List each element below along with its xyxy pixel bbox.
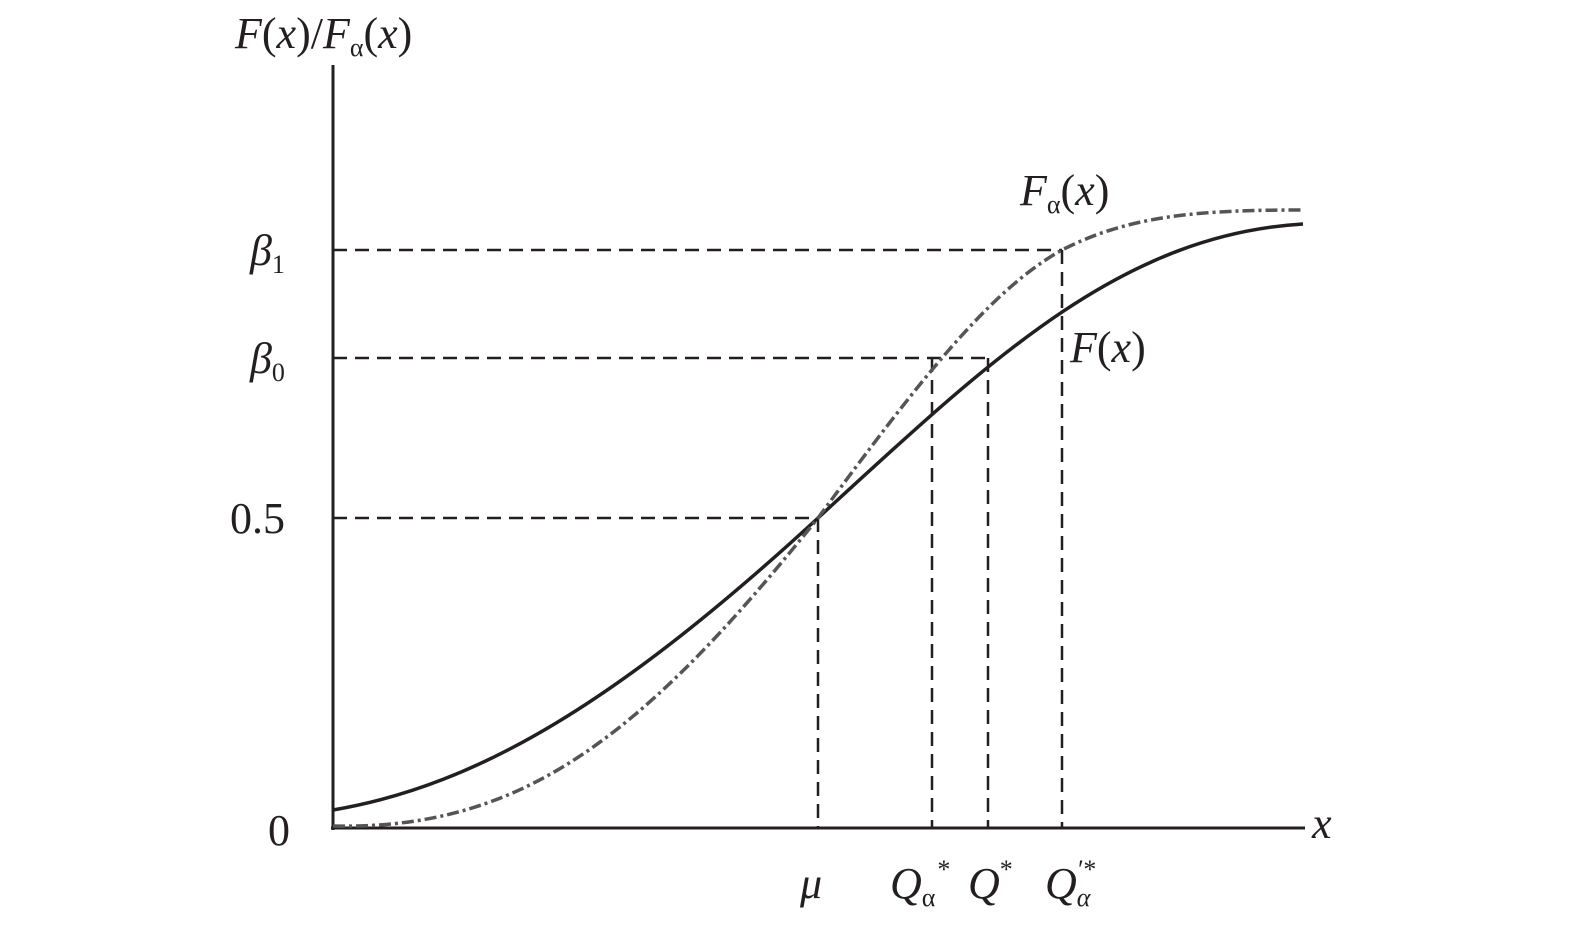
curve-f-alpha: [332, 208, 1304, 828]
y-label: 0: [268, 806, 290, 855]
x-label: Qα′*: [1045, 855, 1095, 912]
y-label: β1: [249, 226, 285, 279]
y-axis-label: F(x)/Fα(x): [234, 9, 412, 62]
y-label: 0.5: [230, 494, 285, 543]
curve-label: Fα(x): [1019, 166, 1109, 219]
guide-lines-h: [333, 248, 1062, 520]
x-label: Q*: [968, 855, 1013, 908]
x-label: μ: [799, 859, 822, 908]
curve-label: F(x): [1069, 323, 1146, 372]
x-label: Qα*: [890, 855, 950, 912]
guide-lines-v: [816, 250, 1064, 828]
y-label: β0: [249, 334, 285, 387]
x-axis-label: x: [1311, 799, 1332, 848]
